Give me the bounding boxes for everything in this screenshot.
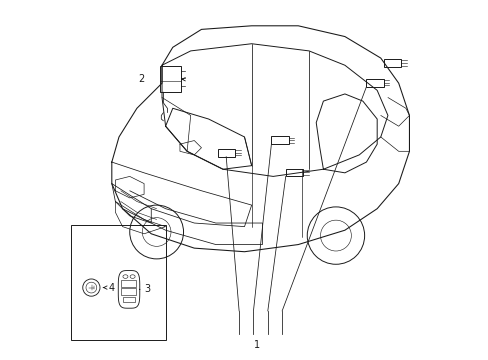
Bar: [285, 168, 303, 176]
Bar: [366, 79, 383, 87]
Text: 1: 1: [253, 340, 260, 350]
Bar: [121, 288, 136, 295]
Text: 3: 3: [144, 284, 150, 294]
Text: 2: 2: [138, 74, 144, 84]
Bar: [70, 225, 165, 339]
Bar: [160, 66, 181, 92]
Text: 4: 4: [108, 283, 114, 293]
Bar: [383, 59, 400, 67]
Bar: [217, 149, 234, 157]
Bar: [271, 136, 288, 144]
Bar: [122, 297, 135, 302]
Bar: [121, 280, 136, 287]
